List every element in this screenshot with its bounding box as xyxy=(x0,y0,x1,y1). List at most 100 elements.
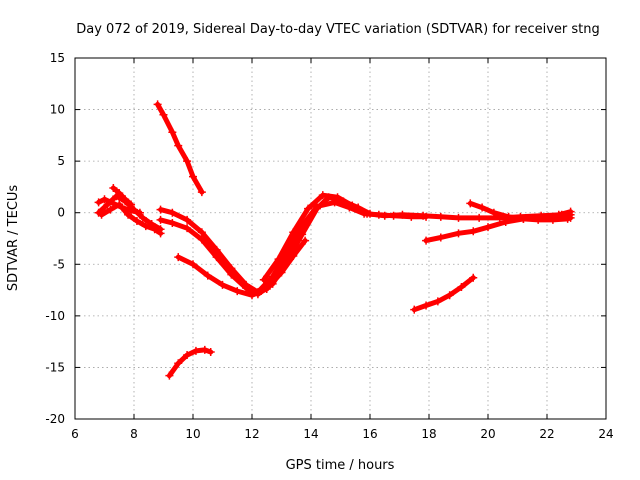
data-point xyxy=(469,273,478,282)
data-point xyxy=(454,229,463,238)
x-tick-label: 10 xyxy=(185,427,200,441)
data-point xyxy=(174,359,183,368)
data-point xyxy=(94,198,103,207)
data-point xyxy=(548,215,557,224)
plot-frame xyxy=(74,57,607,420)
data-point xyxy=(242,284,251,293)
data-point xyxy=(103,200,112,209)
data-point xyxy=(534,215,543,224)
data-point xyxy=(150,225,159,234)
data-point xyxy=(115,200,124,209)
data-point xyxy=(203,271,212,280)
x-tick-label: 8 xyxy=(130,427,138,441)
data-point xyxy=(262,285,271,294)
y-tick-label: 5 xyxy=(57,154,65,168)
data-point xyxy=(212,245,221,254)
data-point xyxy=(298,230,307,239)
data-traces xyxy=(94,100,575,380)
data-point xyxy=(363,209,372,218)
data-point xyxy=(183,224,192,233)
series-pass-d xyxy=(110,185,134,207)
data-point xyxy=(127,200,136,209)
data-point xyxy=(469,227,478,236)
data-point xyxy=(168,128,177,137)
data-point xyxy=(274,255,283,264)
x-tick-label: 24 xyxy=(598,427,613,441)
data-point xyxy=(153,100,162,109)
data-point xyxy=(436,212,445,221)
y-axis-ticks: 15 10 5 0 -5 -10 -15 -20 xyxy=(45,51,606,426)
data-point xyxy=(457,282,466,291)
x-axis-ticks: 6 8 10 12 14 16 18 20 22 24 xyxy=(71,58,614,441)
data-point xyxy=(504,212,513,221)
y-tick-label: -10 xyxy=(45,309,65,323)
data-point xyxy=(174,253,183,262)
data-point xyxy=(165,371,174,380)
data-point xyxy=(433,297,442,306)
data-point xyxy=(422,236,431,245)
data-point xyxy=(100,195,109,204)
data-point xyxy=(200,345,209,354)
data-point xyxy=(183,157,192,166)
data-point xyxy=(109,183,118,192)
x-axis-label: GPS time / hours xyxy=(286,458,395,473)
y-tick-label: 10 xyxy=(50,103,65,117)
data-point xyxy=(398,210,407,219)
data-point xyxy=(318,191,327,200)
data-point xyxy=(115,189,124,198)
data-point xyxy=(197,228,206,237)
data-point xyxy=(197,188,206,197)
data-point xyxy=(141,222,150,231)
data-point xyxy=(218,280,227,289)
y-tick-label: -5 xyxy=(53,257,65,271)
data-point xyxy=(566,213,575,222)
data-point xyxy=(312,204,321,213)
data-point xyxy=(174,141,183,150)
data-point xyxy=(189,172,197,181)
data-point xyxy=(156,205,165,214)
data-point xyxy=(206,347,215,356)
data-point xyxy=(132,216,141,225)
data-point xyxy=(380,211,389,220)
y-tick-label: 0 xyxy=(57,206,65,220)
data-point xyxy=(489,208,498,217)
y-tick-label: -15 xyxy=(45,360,65,374)
data-point xyxy=(301,236,310,245)
data-point xyxy=(478,203,487,212)
data-point xyxy=(159,110,168,119)
data-point xyxy=(410,305,419,314)
data-point xyxy=(289,228,298,237)
data-point xyxy=(248,291,256,300)
data-point xyxy=(475,213,484,222)
data-point xyxy=(422,301,431,310)
data-point xyxy=(484,223,492,232)
y-axis-label: SDTVAR / TECUs xyxy=(6,185,21,292)
data-point xyxy=(156,215,165,224)
series-pass-l xyxy=(423,209,574,244)
data-point xyxy=(130,205,138,214)
data-point xyxy=(454,213,463,222)
data-point xyxy=(106,205,115,214)
data-point xyxy=(97,210,106,219)
data-point xyxy=(227,270,236,279)
data-point xyxy=(121,195,130,204)
data-point xyxy=(138,213,147,222)
data-point xyxy=(519,214,528,223)
series-pass-h xyxy=(175,238,308,298)
data-point xyxy=(168,208,177,217)
data-point xyxy=(436,233,445,242)
data-point xyxy=(304,204,313,213)
x-tick-label: 18 xyxy=(421,427,436,441)
y-tick-label: -20 xyxy=(45,412,65,426)
data-point xyxy=(183,351,192,360)
data-point xyxy=(259,275,268,284)
data-point xyxy=(124,210,133,219)
data-point xyxy=(333,193,342,202)
x-tick-label: 14 xyxy=(303,427,318,441)
data-point xyxy=(233,287,242,296)
data-point xyxy=(183,215,192,224)
data-point xyxy=(466,199,475,208)
x-tick-label: 20 xyxy=(480,427,495,441)
